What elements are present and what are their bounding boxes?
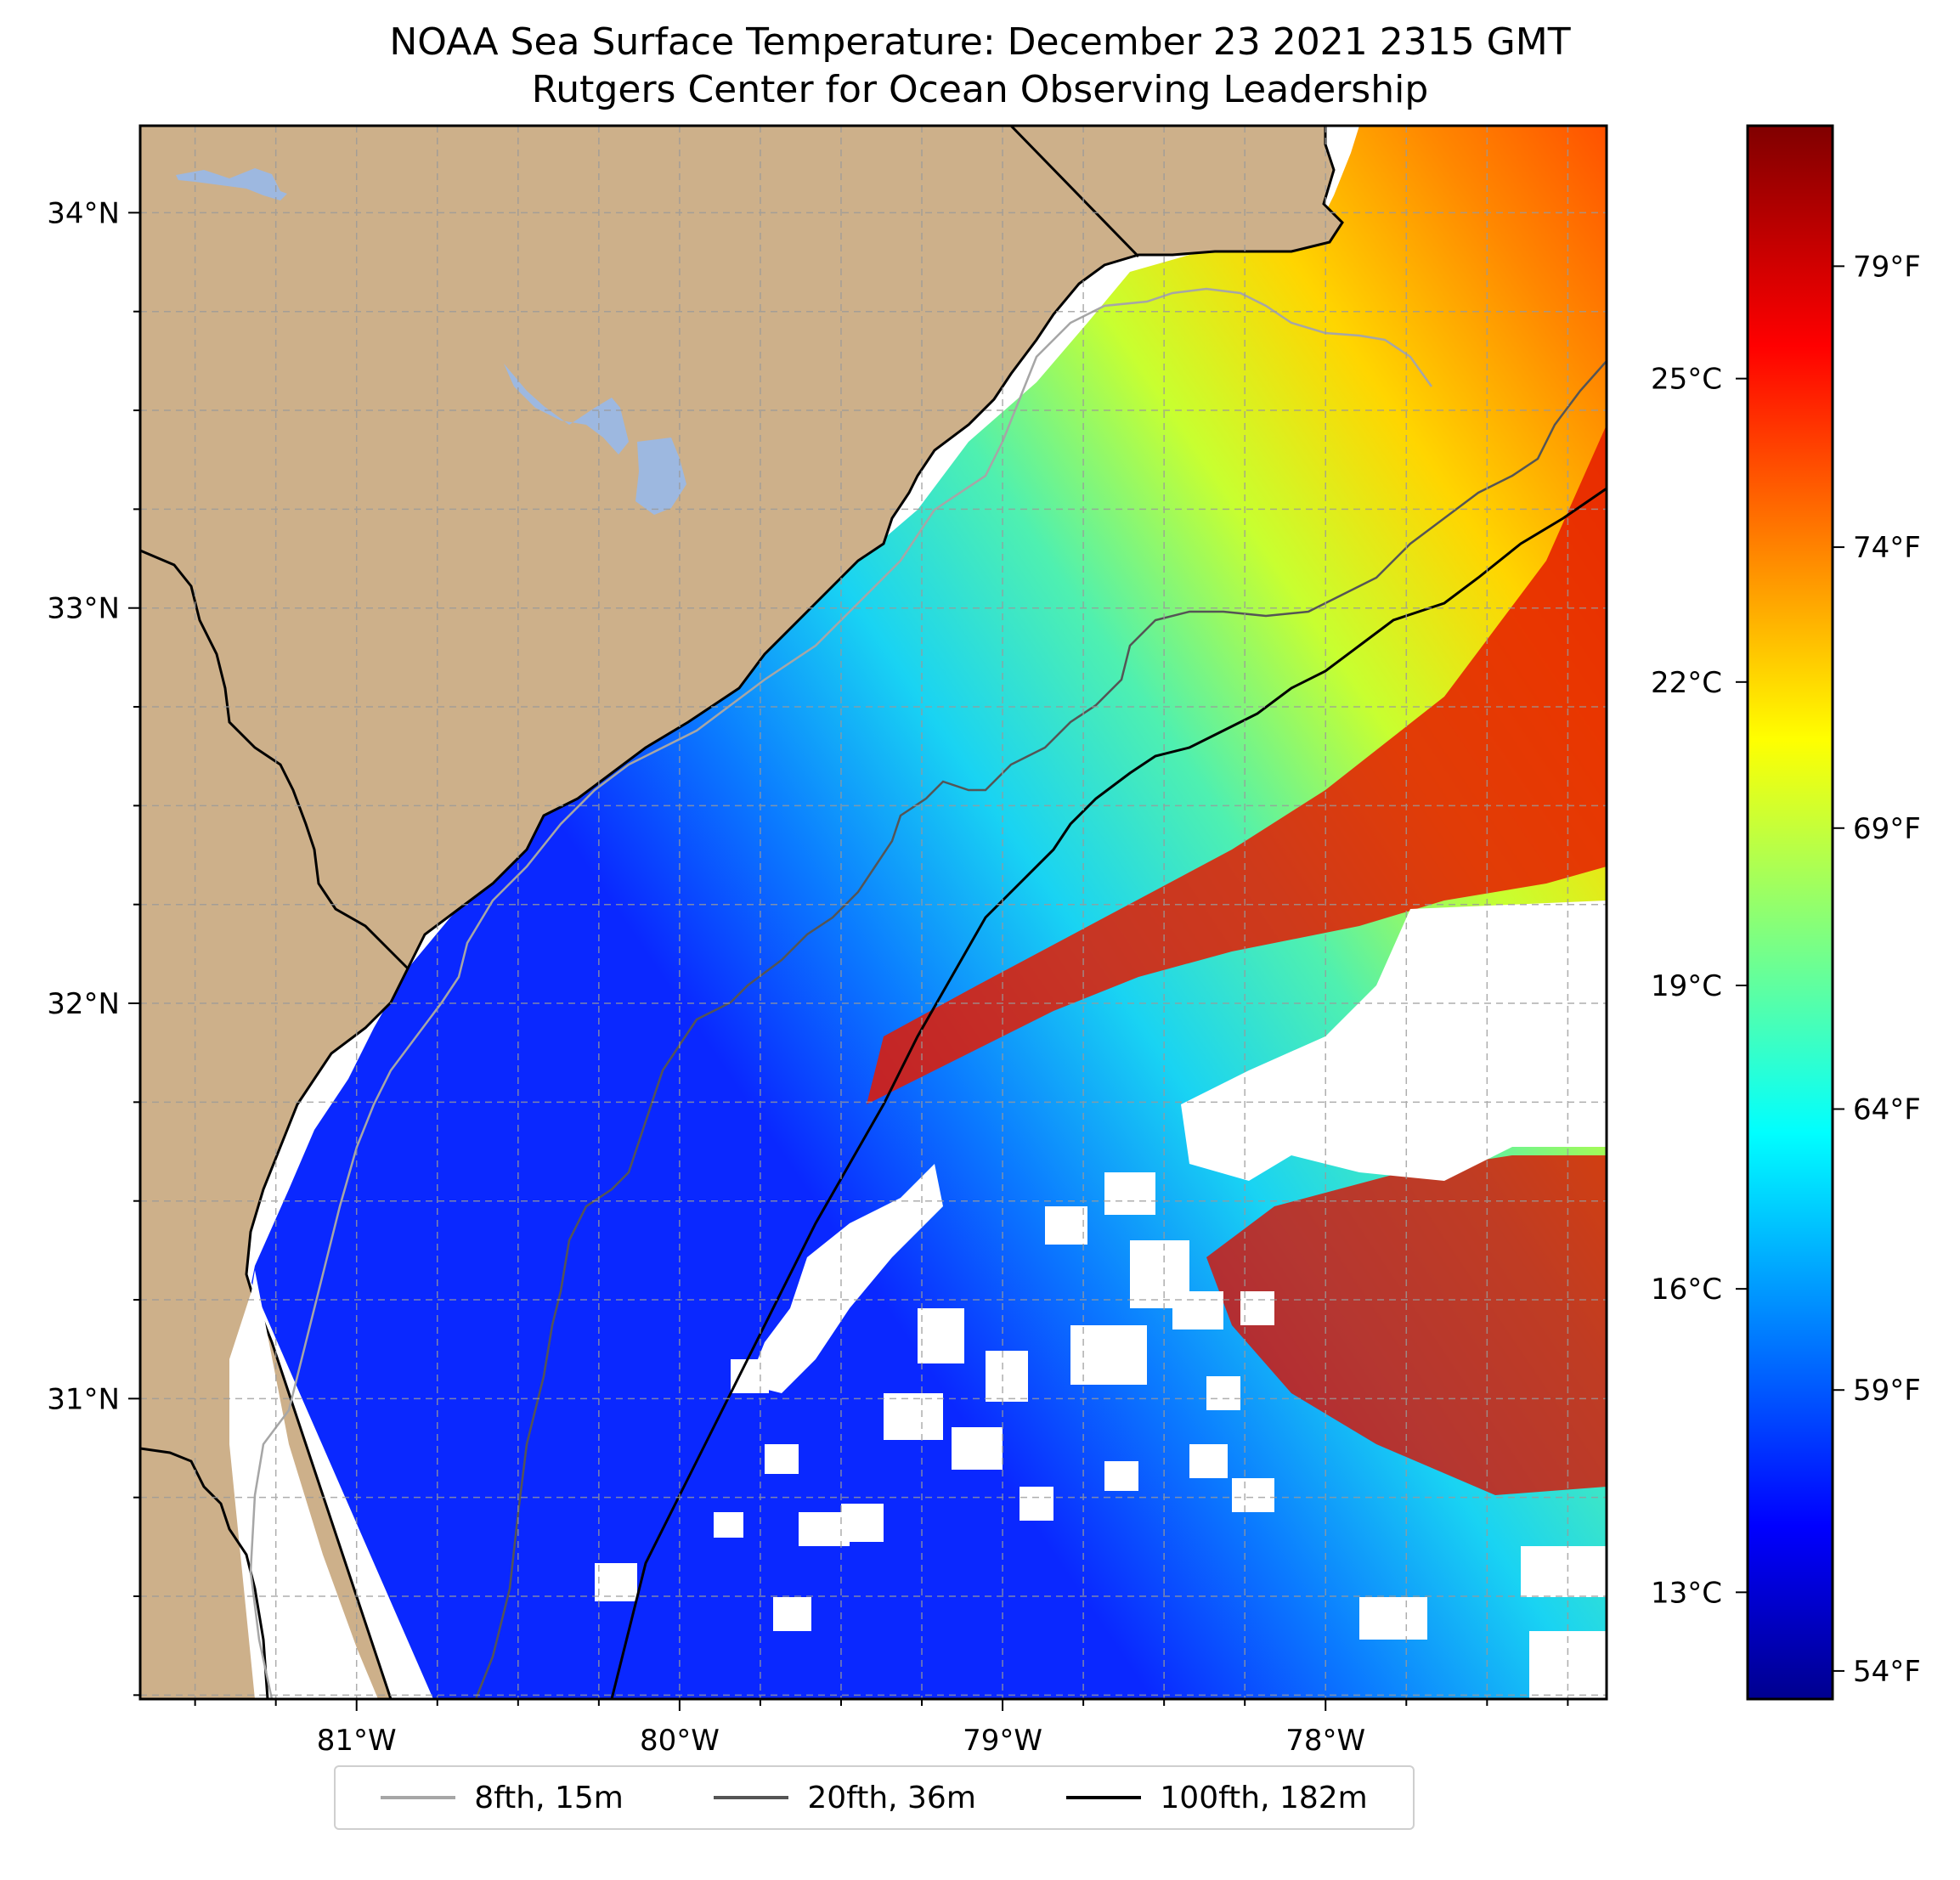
colorbar-f-label: 69°F bbox=[1853, 812, 1921, 846]
colorbar-f-label: 59°F bbox=[1853, 1374, 1921, 1408]
lon-label: 78°W bbox=[1285, 1724, 1365, 1758]
colorbar-f-label: 74°F bbox=[1853, 531, 1921, 565]
colorbar-f-label: 79°F bbox=[1853, 250, 1921, 284]
southwest-no-data bbox=[229, 1270, 378, 1699]
colorbar bbox=[1746, 124, 1834, 1701]
colorbar-axes: 79°F 74°F 69°F 64°F 59°F 54°F 25°C 22°C 19°C 16°C… bbox=[1651, 250, 1921, 1689]
bathymetry-100fth bbox=[610, 487, 1607, 1699]
lakes bbox=[176, 168, 686, 515]
bathymetry-20fth bbox=[474, 360, 1607, 1699]
colorbar-c-label: 22°C bbox=[1651, 666, 1722, 700]
legend-label-100fth: 100fth, 182m bbox=[1160, 1780, 1368, 1815]
legend-item-100fth: 100fth, 182m bbox=[1066, 1780, 1368, 1815]
legend-item-8fth: 8fth, 15m bbox=[381, 1781, 624, 1815]
chart-title: NOAA Sea Surface Temperature: December 2… bbox=[389, 20, 1571, 64]
lon-label: 79°W bbox=[963, 1724, 1042, 1758]
chart-subtitle: Rutgers Center for Ocean Observing Leade… bbox=[531, 68, 1429, 111]
colorbar-c-label: 13°C bbox=[1651, 1576, 1722, 1610]
colorbar-c-label: 19°C bbox=[1651, 969, 1722, 1003]
legend-label-8fth: 8fth, 15m bbox=[474, 1780, 624, 1815]
legend-item-20fth: 20fth, 36m bbox=[714, 1781, 976, 1815]
gulf-stream-core bbox=[867, 425, 1607, 1104]
lon-label: 80°W bbox=[640, 1724, 720, 1758]
state-borders bbox=[140, 126, 1140, 1699]
colorbar-c-label: 25°C bbox=[1651, 363, 1722, 397]
gulf-stream-south bbox=[1206, 1155, 1607, 1495]
colorbar-f-label: 54°F bbox=[1853, 1655, 1921, 1689]
legend-line-20fth bbox=[714, 1796, 789, 1799]
lat-label: 32°N bbox=[47, 987, 120, 1021]
legend: 8fth, 15m 20fth, 36m 100fth, 182m bbox=[334, 1765, 1415, 1830]
cloud-mask bbox=[595, 900, 1607, 1699]
colorbar-c-label: 16°C bbox=[1651, 1273, 1722, 1307]
colorbar-f-label: 64°F bbox=[1853, 1093, 1921, 1127]
lat-label: 33°N bbox=[47, 592, 120, 626]
lon-label: 81°W bbox=[317, 1724, 397, 1758]
map-frame bbox=[138, 124, 1608, 1701]
map-axes: 81°W 80°W 79°W 78°W 34°N 33°N 32°N 31°N bbox=[47, 196, 1569, 1758]
lat-label: 31°N bbox=[47, 1382, 120, 1416]
legend-line-8fth bbox=[381, 1796, 456, 1799]
lat-label: 34°N bbox=[47, 196, 120, 230]
legend-line-100fth bbox=[1066, 1796, 1142, 1799]
bathymetry-8fth bbox=[249, 287, 1433, 1699]
map-gridlines bbox=[140, 126, 1607, 1699]
legend-label-20fth: 20fth, 36m bbox=[807, 1780, 976, 1815]
